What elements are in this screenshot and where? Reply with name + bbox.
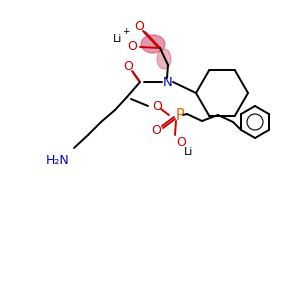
Text: O: O [152,100,162,113]
Ellipse shape [157,49,171,69]
Text: Li: Li [184,147,194,157]
Text: O: O [134,20,144,34]
Ellipse shape [141,35,165,53]
Text: Li: Li [113,34,123,44]
Text: H₂N: H₂N [46,154,70,166]
Text: O: O [151,124,161,137]
Text: O: O [127,40,137,52]
Text: O: O [176,136,186,149]
Text: O: O [123,59,133,73]
Text: +: + [122,28,130,37]
Text: P: P [176,109,184,124]
Text: N: N [163,76,173,88]
